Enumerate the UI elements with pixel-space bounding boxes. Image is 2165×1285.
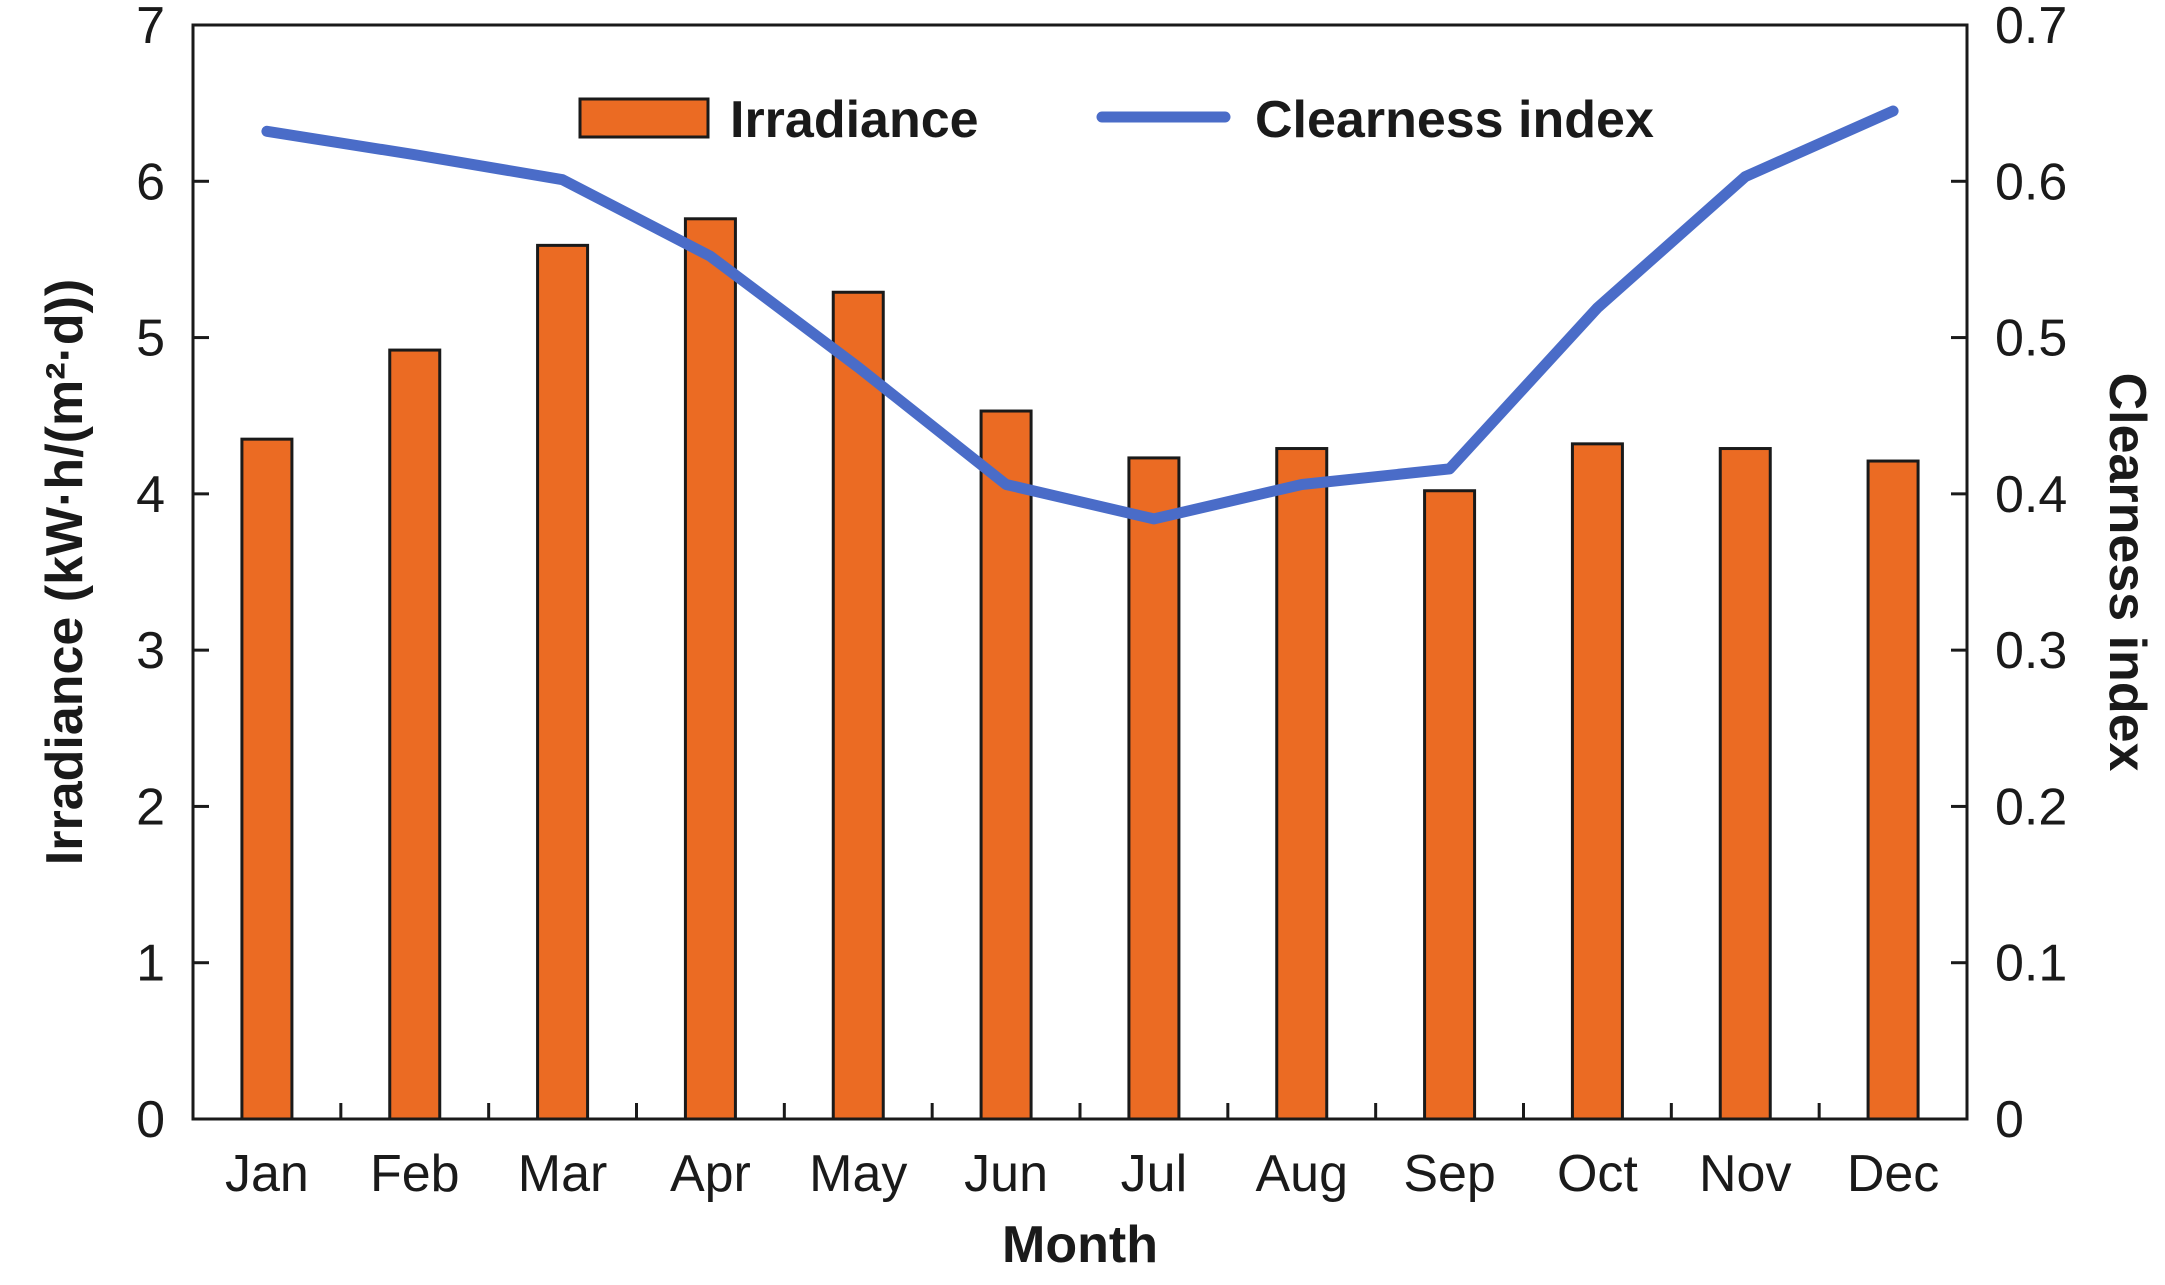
bar-series [240,217,1920,1121]
x-tick-label: Apr [670,1145,751,1203]
line-series [261,105,1899,525]
clearness-index-point-nov [1744,176,1746,178]
bar-apr [683,217,737,1121]
left-axis-tick-labels: 0 1 2 3 4 5 6 7 [136,0,165,1149]
bar-dec [1866,459,1920,1121]
legend: Irradiance Clearness index [578,91,1654,149]
right-tick-label: 0.3 [1995,622,2067,680]
left-axis-title: Irradiance (kW·h/(m²·d)) [36,279,94,865]
x-tick-label: Jun [964,1145,1048,1203]
bar-jan [240,437,294,1121]
x-tick-label: Oct [1557,1145,1638,1203]
left-tick-label: 1 [136,935,165,993]
bar-jul [1127,456,1181,1121]
legend-label-clearness-index: Clearness index [1255,91,1654,149]
right-tick-label: 0.7 [1995,0,2067,55]
right-tick-label: 0.5 [1995,310,2067,368]
right-tick-label: 0.6 [1995,153,2067,211]
x-tick-label: Feb [370,1145,460,1203]
clearness-index-point-feb [414,154,416,156]
bar-nov [1718,447,1772,1121]
left-tick-label: 3 [136,622,165,680]
left-tick-label: 7 [136,0,165,55]
clearness-index-point-aug [1301,483,1303,485]
bar-feb [388,348,442,1121]
bar-jun [979,409,1033,1121]
left-tick-label: 4 [136,466,165,524]
right-axis-tick-labels: 0 0.1 0.2 0.3 0.4 0.5 0.6 0.7 [1995,0,2067,1149]
clearness-index-point-dec [1892,110,1894,112]
left-tick-label: 2 [136,778,165,836]
right-tick-label: 0.2 [1995,778,2067,836]
axis-ticks [193,23,1967,1121]
x-tick-label: Aug [1255,1145,1348,1203]
left-tick-label: 6 [136,153,165,211]
clearness-index-point-apr [709,255,711,257]
x-tick-label: Sep [1403,1145,1496,1203]
legend-swatch-irradiance [578,97,710,139]
x-tick-label: May [809,1145,907,1203]
clearness-index-point-jul [1153,518,1155,520]
clearness-index-point-mar [562,179,564,181]
plot-area-frame [191,23,1969,1121]
x-axis-tick-labels: Jan Feb Mar Apr May Jun Jul Aug Sep Oct Nov Dec [225,1145,1939,1203]
x-tick-label: Mar [518,1145,608,1203]
x-tick-label: Dec [1847,1145,1939,1203]
bar-sep [1423,489,1477,1121]
right-tick-label: 0 [1995,1091,2024,1149]
clearness-index-point-oct [1596,307,1598,309]
x-tick-label: Nov [1699,1145,1791,1203]
left-tick-label: 5 [136,310,165,368]
x-tick-label: Jan [225,1145,309,1203]
legend-label-irradiance: Irradiance [730,91,979,149]
bar-oct [1570,442,1624,1121]
bar-mar [536,243,590,1121]
right-tick-label: 0.4 [1995,466,2067,524]
right-tick-label: 0.1 [1995,935,2067,993]
x-axis-title: Month [1002,1216,1158,1274]
right-axis-title: Clearness index [2098,373,2156,772]
x-tick-label: Jul [1121,1145,1187,1203]
clearness-index-point-jan [266,130,268,132]
left-tick-label: 0 [136,1091,165,1149]
clearness-index-point-may [857,366,859,368]
clearness-index-line [261,105,1899,525]
clearness-index-point-sep [1449,468,1451,470]
clearness-index-point-jun [1005,483,1007,485]
bar-may [831,290,885,1121]
bar-aug [1275,447,1329,1121]
